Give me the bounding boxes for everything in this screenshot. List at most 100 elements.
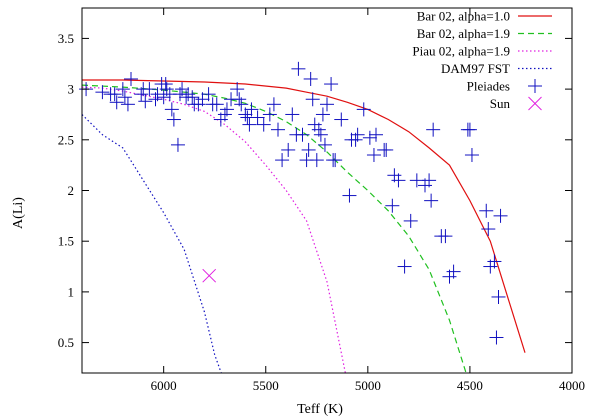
x-tick-label: 6000 bbox=[151, 378, 177, 393]
series-line-dam97-fst bbox=[82, 114, 222, 373]
pleiades-point bbox=[150, 87, 165, 102]
x-tick-label: 5000 bbox=[355, 378, 381, 393]
y-tick-label: 2 bbox=[68, 183, 75, 198]
pleiades-point bbox=[201, 87, 216, 102]
pleiades-point bbox=[409, 173, 424, 188]
pleiades-point bbox=[313, 127, 328, 142]
pleiades-point bbox=[324, 77, 339, 92]
pleiades-point bbox=[391, 173, 406, 188]
pleiades-point bbox=[315, 107, 330, 122]
pleiades-point bbox=[250, 110, 265, 125]
pleiades-point bbox=[209, 97, 224, 112]
legend-entry: DAM97 FST bbox=[441, 61, 552, 76]
pleiades-point bbox=[262, 107, 277, 122]
pleiades-point bbox=[328, 153, 343, 168]
pleiades-point bbox=[234, 97, 249, 112]
legend-label: Sun bbox=[490, 96, 511, 111]
pleiades-point bbox=[281, 142, 296, 157]
pleiades-point bbox=[120, 97, 135, 112]
pleiades-point bbox=[342, 188, 357, 203]
pleiades-point bbox=[142, 82, 157, 97]
series-line-bar-02-alpha-1-0 bbox=[82, 79, 526, 353]
pleiades-point bbox=[356, 102, 371, 117]
pleiades-point bbox=[362, 130, 377, 145]
pleiades-point bbox=[230, 82, 245, 97]
pleiades-point bbox=[487, 254, 502, 269]
series-line-piau-02-alpha-1-9 bbox=[82, 86, 346, 373]
pleiades-point bbox=[285, 107, 300, 122]
legend-entry: Sun bbox=[490, 96, 542, 111]
pleiades-point bbox=[350, 127, 365, 142]
legend-label: Pleiades bbox=[467, 79, 510, 94]
pleiades-point bbox=[117, 90, 132, 105]
pleiades-point bbox=[291, 61, 306, 76]
pleiades-point bbox=[181, 87, 196, 102]
legend-swatch bbox=[528, 96, 542, 111]
pleiades-point bbox=[271, 122, 285, 137]
legend-entry: Bar 02, alpha=1.0 bbox=[417, 9, 552, 24]
pleiades-point bbox=[275, 153, 290, 168]
pleiades-point bbox=[266, 97, 281, 112]
x-tick-label: 4500 bbox=[457, 378, 483, 393]
y-tick-label: 3 bbox=[68, 82, 75, 97]
pleiades-point bbox=[166, 112, 181, 127]
pleiades-point bbox=[124, 71, 138, 86]
pleiades-point bbox=[366, 148, 381, 163]
pleiades-point bbox=[170, 137, 185, 152]
pleiades-point bbox=[424, 193, 439, 208]
pleiades-point bbox=[385, 198, 400, 213]
pleiades-point bbox=[334, 112, 349, 127]
pleiades-point bbox=[305, 92, 320, 107]
pleiades-point bbox=[109, 95, 124, 110]
y-tick-label: 1 bbox=[68, 284, 75, 299]
legend-label: Bar 02, alpha=1.9 bbox=[417, 26, 510, 41]
pleiades-point bbox=[295, 127, 310, 142]
pleiades-point bbox=[164, 102, 179, 117]
pleiades-point bbox=[422, 173, 437, 188]
pleiades-point bbox=[491, 289, 506, 304]
pleiades-point bbox=[242, 117, 257, 132]
pleiades-point bbox=[244, 102, 259, 117]
pleiades-point bbox=[446, 264, 461, 279]
pleiades-point bbox=[301, 142, 316, 157]
pleiades-point bbox=[156, 90, 171, 105]
legend-label: DAM97 FST bbox=[441, 61, 510, 76]
pleiades-point bbox=[438, 229, 453, 244]
legend-label: Bar 02, alpha=1.0 bbox=[417, 9, 510, 24]
pleiades-point bbox=[219, 102, 234, 117]
pleiades-point bbox=[138, 94, 153, 109]
legend-entry: Piau 02, alpha=1.9 bbox=[412, 44, 552, 59]
pleiades-point bbox=[303, 71, 318, 86]
pleiades-point bbox=[397, 259, 412, 274]
axes: 6000 5500 5000 4500 4000 0.5 1 1.5 2 2.5 3 3.5 bbox=[58, 7, 585, 393]
legend-entry: Pleiades bbox=[467, 79, 542, 94]
pleiades-point bbox=[426, 122, 441, 137]
y-axis-label: A(Li) bbox=[11, 197, 26, 229]
pleiades-point bbox=[317, 137, 332, 152]
sun-point bbox=[202, 268, 217, 283]
pleiades-point bbox=[403, 213, 418, 228]
pleiades-point bbox=[185, 90, 200, 105]
x-axis-label: Teff (K) bbox=[297, 402, 343, 417]
pleiades-point bbox=[489, 330, 504, 345]
pleiades-point bbox=[481, 222, 496, 237]
y-tick-label: 3.5 bbox=[58, 31, 74, 46]
legend-label: Piau 02, alpha=1.9 bbox=[412, 44, 510, 59]
pleiades-point bbox=[379, 142, 394, 157]
pleiades-point bbox=[493, 208, 508, 223]
y-tick-label: 1.5 bbox=[58, 234, 74, 249]
legend-entry: Bar 02, alpha=1.9 bbox=[417, 26, 552, 41]
x-tick-label: 5500 bbox=[253, 378, 279, 393]
pleiades-point bbox=[115, 82, 130, 97]
pleiades-point bbox=[107, 87, 122, 102]
x-tick-label: 4000 bbox=[559, 378, 585, 393]
y-tick-label: 2.5 bbox=[58, 132, 74, 147]
legend: Bar 02, alpha=1.0 Bar 02, alpha=1.9 Piau 0… bbox=[412, 9, 552, 111]
pleiades-point bbox=[256, 117, 271, 132]
pleiades-point bbox=[320, 97, 334, 112]
pleiades-point bbox=[369, 127, 383, 142]
y-tick-label: 0.5 bbox=[58, 335, 74, 350]
plot-area bbox=[79, 61, 526, 373]
pleiades-point bbox=[462, 122, 477, 137]
